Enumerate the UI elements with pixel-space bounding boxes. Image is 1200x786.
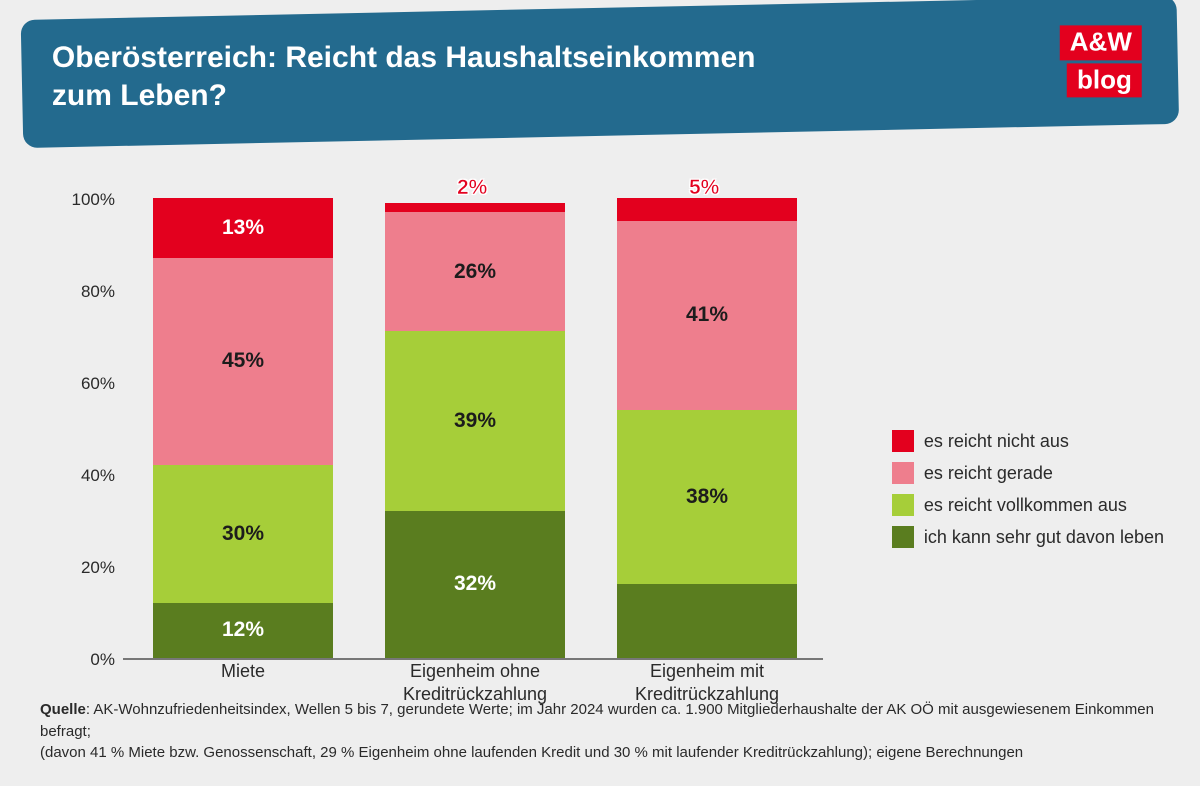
bar-segment: 45% bbox=[153, 258, 333, 465]
legend-label: es reicht gerade bbox=[924, 463, 1053, 484]
bar: 32%39%26% bbox=[385, 198, 565, 658]
source-label: Quelle bbox=[40, 701, 86, 718]
source-note: Quelle: AK-Wohnzufriedenheitsindex, Well… bbox=[40, 699, 1160, 764]
legend-swatch bbox=[892, 526, 914, 548]
logo-top: A&W bbox=[1060, 25, 1142, 60]
y-tick: 100% bbox=[72, 190, 115, 210]
source-text-1: : AK-Wohnzufriedenheitsindex, Wellen 5 b… bbox=[40, 701, 1154, 740]
y-axis: 0%20%40%60%80%100% bbox=[55, 190, 123, 660]
bar-segment: 39% bbox=[385, 331, 565, 510]
stacked-bar-chart: 0% 20% 40% 60% 80% 100% 12%30%45%13%2%32%39%2… bbox=[55, 190, 835, 690]
title-line-2: zum Leben? bbox=[52, 78, 227, 111]
legend-swatch bbox=[892, 430, 914, 452]
bar-segment: 12% bbox=[153, 603, 333, 658]
title-line-1: Oberösterreich: Reicht das Haushaltseink… bbox=[52, 41, 756, 74]
segment-label-above: 2% bbox=[457, 176, 487, 200]
legend-item: es reicht vollkommen aus bbox=[892, 494, 1164, 516]
y-tick: 60% bbox=[81, 374, 115, 394]
header-banner: Oberösterreich: Reicht das Haushaltseink… bbox=[21, 0, 1179, 148]
legend-label: es reicht nicht aus bbox=[924, 431, 1069, 452]
legend-item: es reicht gerade bbox=[892, 462, 1164, 484]
y-tick: 40% bbox=[81, 466, 115, 486]
aw-blog-logo: A&W blog bbox=[1060, 25, 1142, 97]
plot-area: 12%30%45%13%2%32%39%26%16%5%38%41% bbox=[123, 200, 823, 660]
bar-segment: 32% bbox=[385, 511, 565, 658]
bar-segment: 13% bbox=[153, 198, 333, 258]
bar-segment: 41% bbox=[617, 221, 797, 410]
legend-swatch bbox=[892, 494, 914, 516]
y-tick: 20% bbox=[81, 558, 115, 578]
bar-segment bbox=[617, 584, 797, 658]
legend-item: ich kann sehr gut davon leben bbox=[892, 526, 1164, 548]
legend-swatch bbox=[892, 462, 914, 484]
legend-label: ich kann sehr gut davon leben bbox=[924, 527, 1164, 548]
bar-segment: 26% bbox=[385, 212, 565, 332]
source-text-2: (davon 41 % Miete bzw. Genossenschaft, 2… bbox=[40, 744, 1023, 761]
y-tick: 0% bbox=[90, 650, 115, 670]
legend: es reicht nicht aus es reicht gerade es re… bbox=[892, 430, 1164, 548]
logo-bottom: blog bbox=[1067, 63, 1142, 98]
segment-label-above: 5% bbox=[689, 176, 719, 200]
bar-segment: 30% bbox=[153, 465, 333, 603]
y-tick: 80% bbox=[81, 282, 115, 302]
bar-segment bbox=[385, 203, 565, 212]
bar: 12%30%45%13% bbox=[153, 198, 333, 658]
bar-segment: 38% bbox=[617, 410, 797, 585]
bar: 38%41% bbox=[617, 198, 797, 658]
chart-title: Oberösterreich: Reicht das Haushaltseink… bbox=[52, 39, 756, 114]
legend-item: es reicht nicht aus bbox=[892, 430, 1164, 452]
legend-label: es reicht vollkommen aus bbox=[924, 495, 1127, 516]
bar-segment bbox=[617, 198, 797, 221]
x-axis-label: Miete bbox=[133, 660, 353, 683]
